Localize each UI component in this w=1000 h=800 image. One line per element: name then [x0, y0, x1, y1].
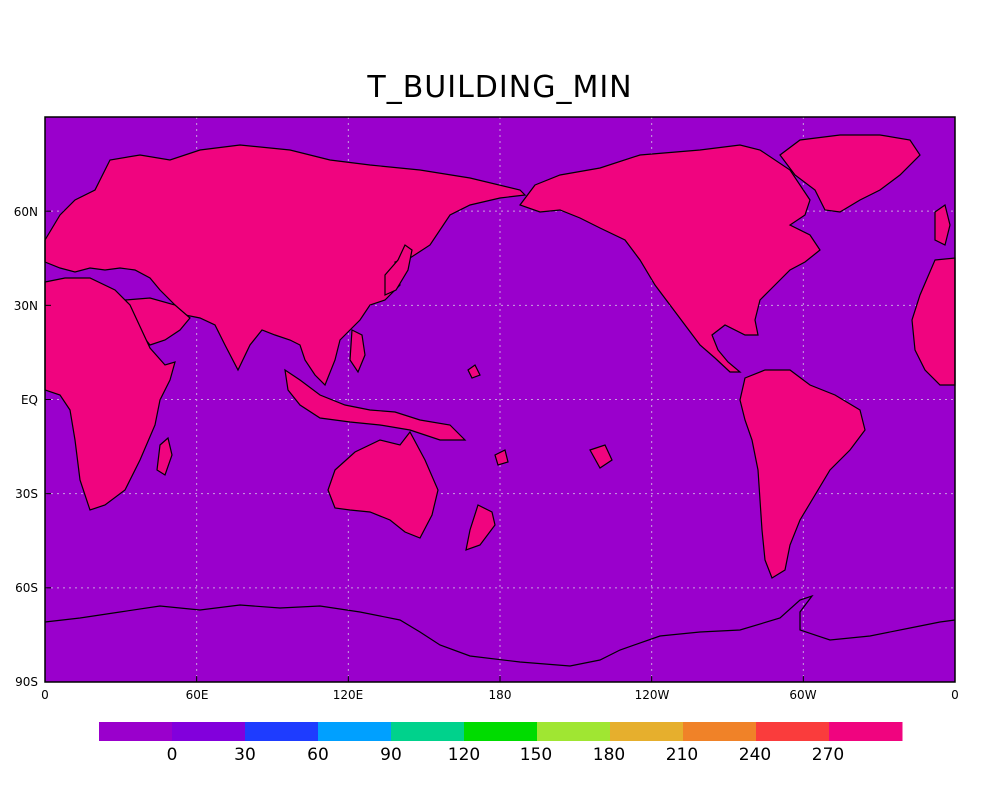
lon-label: 180: [489, 688, 512, 702]
land-africa: [44, 277, 176, 511]
lon-label: 60W: [789, 688, 816, 702]
longitude-labels: 0 60E 120E 180 120W 60W 0: [41, 688, 959, 702]
colorbar-swatch: [683, 722, 757, 741]
lat-label: 30S: [15, 487, 38, 501]
colorbar-label: 90: [380, 745, 402, 765]
colorbar-label: 210: [666, 745, 698, 765]
colorbar-label: 270: [812, 745, 844, 765]
axis-ticks: [44, 116, 956, 683]
map-title: T_BUILDING_MIN: [367, 70, 633, 105]
colorbar-swatch: [245, 722, 319, 741]
colorbar-label: 240: [739, 745, 771, 765]
land-north-america: [519, 144, 821, 373]
colorbar-label: 150: [520, 745, 552, 765]
lat-label: 30N: [14, 299, 38, 313]
colorbar-label: 60: [307, 745, 329, 765]
lon-label: 60E: [186, 688, 209, 702]
land-south-america: [739, 369, 866, 579]
lon-label: 0: [41, 688, 49, 702]
colorbar-label: 30: [234, 745, 256, 765]
colorbar-swatch: [464, 722, 538, 741]
latitude-labels: 60N 30N EQ 30S 60S 90S: [14, 205, 38, 689]
colorbar-swatch: [391, 722, 465, 741]
land-australia: [327, 430, 439, 539]
land-philippines: [349, 329, 366, 374]
colorbar-labels: 0 30 60 90 120 150 180 210 240 270: [167, 745, 845, 765]
colorbar-swatch: [829, 722, 903, 741]
land-madagascar: [156, 436, 173, 476]
colorbar-label: 120: [448, 745, 480, 765]
lat-label: 60N: [14, 205, 38, 219]
lon-label: 0: [951, 688, 959, 702]
colorbar: [99, 722, 903, 741]
colorbar-swatch: [756, 722, 830, 741]
lat-label: EQ: [21, 393, 38, 407]
land-new-zealand: [465, 504, 496, 551]
land-eurasia: [44, 144, 527, 387]
colorbar-swatch: [99, 722, 173, 741]
lon-label: 120W: [635, 688, 670, 702]
lat-label: 60S: [15, 581, 38, 595]
land-uk: [934, 204, 951, 246]
colorbar-label: 180: [593, 745, 625, 765]
land-indonesia: [284, 368, 467, 441]
colorbar-swatch: [537, 722, 611, 741]
colorbar-swatch: [318, 722, 392, 741]
land-pacific-islands: [467, 364, 613, 469]
lon-label: 120E: [333, 688, 364, 702]
lat-label: 90S: [15, 675, 38, 689]
antarctica-coastline: [44, 594, 956, 667]
colorbar-swatch: [172, 722, 246, 741]
land-greenland: [779, 134, 921, 213]
land-layer: [44, 134, 956, 579]
colorbar-swatch: [610, 722, 684, 741]
land-japan: [384, 244, 413, 296]
colorbar-label: 0: [167, 745, 178, 765]
